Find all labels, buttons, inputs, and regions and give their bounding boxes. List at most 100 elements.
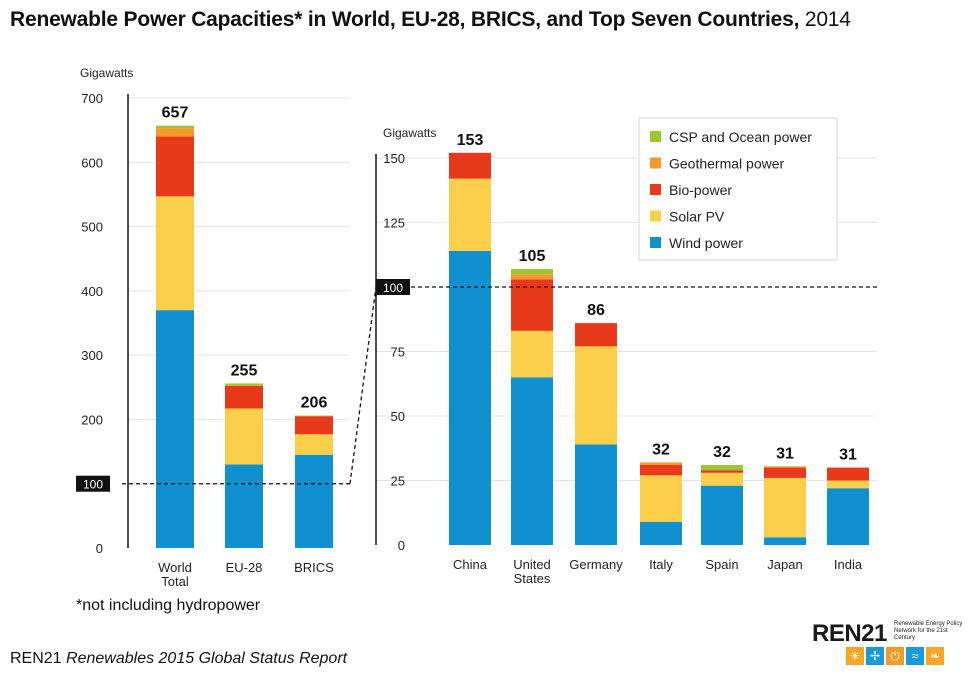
wind-turbine-icon: ✢: [866, 647, 884, 665]
bar-segment-wind: [295, 454, 333, 548]
bar-total-label: 31: [776, 445, 794, 462]
y-tick-label: 400: [81, 284, 103, 299]
bar-segment-wind: [640, 521, 682, 545]
power-icon: ⏻: [886, 647, 904, 665]
bar-total-label: 206: [301, 395, 328, 412]
bar-segment-csp: [156, 125, 194, 129]
bar-segment-bio: [640, 465, 682, 476]
x-category-label: Germany: [569, 557, 623, 572]
bar-total-label: 31: [839, 447, 857, 464]
x-category-label: World: [158, 560, 192, 575]
title-year: 2014: [804, 8, 851, 31]
bar-segment-bio: [449, 152, 491, 179]
legend-swatch-geo: [650, 157, 661, 169]
logo-icons: ☀ ✢ ⏻ ≈ ❧: [846, 647, 944, 665]
bar-segment-csp: [511, 268, 553, 275]
y-tick-label: 25: [391, 474, 405, 489]
reference-label-left: 100: [83, 478, 103, 492]
bar-segment-geo: [225, 385, 263, 386]
logo-subtitle: Renewable Energy Policy Network for the …: [894, 621, 963, 641]
legend-swatch-solar: [650, 210, 661, 222]
bar-segment-bio: [225, 386, 263, 409]
y-tick-label: 600: [81, 155, 103, 170]
footnote: *not including hydropower: [76, 597, 261, 614]
bar-segment-geo: [511, 274, 553, 280]
bar-segment-bio: [295, 416, 333, 435]
x-category-label: Japan: [767, 557, 802, 572]
x-category-label: Italy: [649, 557, 673, 572]
y-tick-label: 0: [398, 538, 405, 553]
y-axis-label: Gigawatts: [80, 66, 133, 80]
y-tick-label: 300: [81, 348, 103, 363]
y-tick-label: 150: [383, 151, 405, 166]
x-category-label: Spain: [705, 557, 738, 572]
y-tick-label: 50: [391, 409, 405, 424]
bar-segment-bio: [575, 323, 617, 347]
legend-swatch-bio: [650, 184, 661, 195]
y-tick-label: 700: [81, 91, 103, 106]
bar-segment-csp: [701, 465, 743, 471]
x-category-label: India: [834, 557, 863, 572]
legend-swatch-wind: [650, 237, 661, 248]
bar-segment-bio: [827, 467, 869, 481]
y-tick-label: 0: [96, 541, 103, 556]
legend-swatch-csp: [650, 131, 661, 142]
y-tick-label: 125: [383, 216, 405, 231]
source-report: Renewables 2015 Global Status Report: [66, 650, 348, 667]
reference-label-box-right: [376, 279, 410, 295]
reference-label-box-left: [76, 475, 110, 492]
legend-label: Wind power: [669, 235, 743, 251]
legend-label: Geothermal power: [669, 156, 785, 172]
bar-total-label: 255: [231, 362, 258, 379]
bar-segment-solar: [511, 330, 553, 378]
bar-segment-solar: [449, 178, 491, 251]
chart-title: Renewable Power Capacities* in World, EU…: [10, 8, 851, 32]
x-category-label: Total: [161, 574, 189, 589]
bar-segment-wind: [156, 310, 194, 548]
bar-segment-solar: [827, 480, 869, 489]
legend-label: CSP and Ocean power: [669, 129, 812, 145]
bar-segment-wind: [225, 464, 263, 548]
bar-segment-solar: [701, 472, 743, 486]
x-category-label: China: [453, 557, 488, 572]
bar-segment-solar: [156, 196, 194, 311]
bar-total-label: 86: [587, 302, 605, 319]
bar-segment-solar: [640, 475, 682, 522]
x-category-label: States: [514, 571, 551, 586]
source-org: REN21: [10, 650, 62, 667]
x-category-label: EU-28: [226, 560, 263, 575]
x-category-label: United: [513, 557, 551, 572]
bar-segment-wind: [827, 488, 869, 545]
ren21-logo: REN21 Renewable Energy Policy Network fo…: [812, 620, 962, 670]
sun-icon: ☀: [846, 647, 864, 665]
logo-text: REN21: [812, 620, 887, 647]
bar-segment-bio: [511, 279, 553, 331]
bar-total-label: 32: [652, 441, 670, 458]
y-axis-label: Gigawatts: [383, 126, 436, 140]
y-tick-label: 200: [81, 412, 103, 427]
reference-connector: [349, 286, 377, 484]
legend-box: [638, 117, 838, 261]
bar-segment-solar: [575, 346, 617, 445]
bar-segment-solar: [225, 408, 263, 465]
bar-segment-wind: [511, 377, 553, 545]
y-tick-label: 500: [81, 220, 103, 235]
bar-segment-bio: [701, 470, 743, 473]
reference-label-right: 100: [383, 281, 403, 295]
legend-label: Solar PV: [669, 209, 725, 225]
bar-total-label: 657: [162, 105, 189, 122]
bar-segment-csp: [225, 383, 263, 386]
bar-segment-solar: [295, 434, 333, 455]
bar-segment-wind: [764, 537, 806, 545]
bar-segment-solar: [764, 477, 806, 538]
title-main: Renewable Power Capacities* in World, EU…: [10, 8, 800, 31]
y-tick-label: 75: [391, 345, 405, 360]
bar-segment-wind: [575, 444, 617, 545]
legend-label: Bio-power: [669, 182, 732, 198]
bar-segment-wind: [449, 250, 491, 545]
water-wave-icon: ≈: [906, 647, 924, 665]
x-category-label: BRICS: [294, 560, 334, 575]
bar-segment-geo: [156, 128, 194, 137]
bar-segment-wind: [701, 485, 743, 545]
